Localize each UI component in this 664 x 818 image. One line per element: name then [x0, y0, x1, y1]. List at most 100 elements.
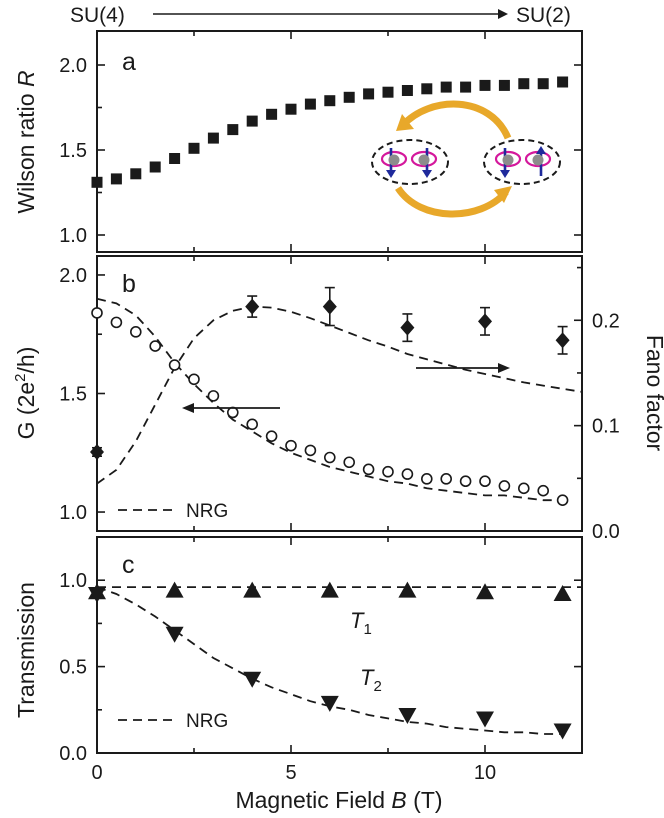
circle-marker: [168, 359, 181, 371]
orange-arrow-bottom-icon: [395, 185, 509, 218]
triangle-up-marker: [553, 585, 572, 602]
electron-icon: [502, 154, 514, 166]
square-marker: [227, 124, 239, 136]
circle-marker: [479, 475, 491, 488]
su4-label: SU(4): [70, 4, 125, 27]
diamond-marker: [322, 298, 337, 315]
panel-c-letter: c: [122, 551, 135, 579]
circle-marker: [459, 475, 472, 488]
orbit-loop-icon: [494, 150, 522, 168]
electron-icon: [388, 154, 400, 166]
panel-a: 1.0 1.5 2.0 a Wilson ratio R: [13, 30, 583, 253]
panel-b: 1.0 1.5 2.0 0.0 0.1 0.2 b G (2e2/h) Fano fact…: [12, 255, 664, 543]
circle-marker: [149, 340, 161, 352]
circle-marker: [130, 326, 142, 338]
diamond-marker: [90, 443, 104, 460]
panel-a-letter: a: [122, 48, 136, 76]
circle-marker: [517, 482, 530, 495]
panel-c-tick-labels: 0.0 0.5 1.0 0 5 10: [59, 570, 496, 784]
diamond-marker: [400, 319, 415, 336]
y-tick-label: 0.5: [59, 657, 87, 679]
circle-marker: [498, 480, 511, 492]
circle-marker: [285, 439, 297, 452]
square-marker: [401, 85, 413, 96]
square-marker: [421, 83, 433, 95]
square-marker: [130, 168, 142, 180]
square-marker: [285, 103, 297, 115]
triangle-down-marker: [320, 695, 339, 712]
triangle-down-marker: [165, 626, 184, 643]
circle-marker: [343, 456, 356, 469]
panel-a-ylabel: Wilson ratio R: [13, 70, 39, 213]
square-marker: [246, 115, 258, 127]
triangle-up-marker: [165, 581, 184, 598]
panel-a-markers: [91, 76, 569, 188]
y-tick-label: 1.5: [59, 384, 87, 406]
y-tick-label: 1.5: [59, 140, 87, 162]
y-tick-label: 1.0: [59, 502, 87, 524]
su-arrow-head-icon: [498, 9, 508, 19]
panel-c-ticks: [96, 537, 583, 754]
panel-a-frame: [96, 30, 583, 253]
panel-b-legend-text: NRG: [186, 501, 228, 522]
circle-marker: [362, 463, 375, 476]
triangle-down-marker: [476, 711, 494, 728]
x-tick-label: 5: [285, 762, 296, 784]
panel-b-ylabel: G (2e2/h): [12, 347, 39, 440]
circle-marker: [382, 465, 394, 478]
nrg-curve: [96, 297, 563, 502]
panel-c-legend-text: NRG: [186, 711, 228, 732]
square-marker: [363, 88, 375, 100]
orbit-loop-icon: [380, 150, 408, 168]
orbit-loop-icon: [410, 150, 438, 168]
square-marker: [324, 95, 336, 107]
panel-c-markers: [88, 581, 572, 740]
diamond-marker: [245, 298, 260, 315]
y2-tick-label: 0.0: [592, 521, 620, 543]
square-marker: [440, 81, 452, 93]
spin-down-head-icon: [422, 170, 432, 178]
spin-down-head-icon: [386, 170, 396, 178]
y-tick-label: 1.0: [59, 225, 87, 247]
x-tick-label: 0: [91, 762, 102, 784]
panel-b-markers: [90, 286, 570, 506]
circle-marker: [323, 451, 336, 464]
triangle-up-marker: [243, 581, 262, 598]
diamond-marker: [478, 313, 492, 330]
triangle-down-marker: [553, 723, 572, 740]
nrg-curve: [96, 305, 583, 485]
circle-marker: [537, 484, 550, 497]
panel-a-tick-labels: 1.0 1.5 2.0: [59, 55, 87, 247]
triangle-down-marker: [243, 671, 262, 688]
y-tick-label: 1.0: [59, 570, 87, 592]
square-marker: [343, 91, 355, 103]
square-marker: [266, 108, 278, 120]
triangle-up-marker: [476, 583, 494, 600]
x-axis-label: Magnetic Field B (T): [235, 787, 442, 813]
panel-b-ticks: [96, 256, 583, 532]
panel-c-nrg-curves: [96, 586, 582, 735]
square-marker: [188, 142, 200, 154]
circle-marker: [556, 494, 569, 506]
square-marker: [382, 86, 394, 98]
circle-marker: [188, 373, 200, 386]
dot-schematic: [371, 100, 561, 218]
orange-arrowhead-bottom-icon: [494, 186, 512, 203]
panel-c-ylabel: Transmission: [13, 582, 39, 718]
y-tick-label: 2.0: [59, 265, 87, 287]
panel-b-nrg-curves: [96, 297, 583, 502]
triangle-up-marker: [398, 581, 417, 598]
diamond-marker: [555, 332, 570, 349]
panel-c-frame: [96, 536, 583, 754]
right-arrow-head-icon: [498, 363, 510, 373]
circle-marker: [420, 473, 433, 485]
left-arrow-head-icon: [182, 403, 194, 413]
spin-down-head-icon: [500, 170, 510, 178]
square-marker: [479, 79, 491, 91]
square-marker: [518, 78, 530, 90]
circle-marker: [91, 307, 103, 319]
square-marker: [460, 81, 472, 93]
orange-arrow-top-icon: [399, 100, 512, 140]
square-marker: [498, 79, 510, 91]
